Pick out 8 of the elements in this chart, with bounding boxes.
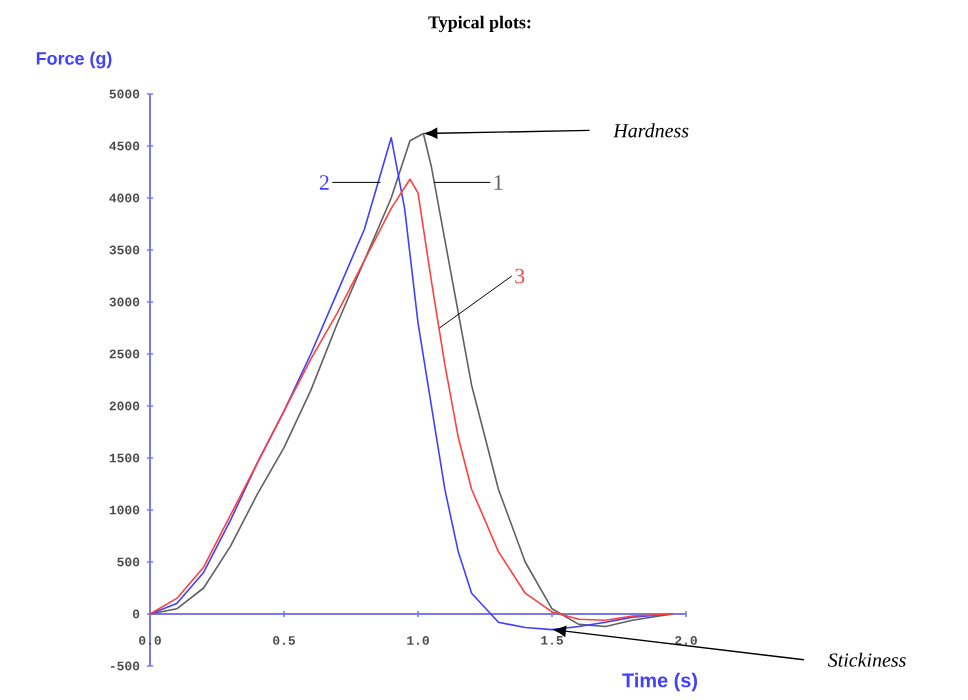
text: 2 (319, 175, 329, 190)
chart-title: Typical plots: (428, 15, 531, 33)
annotation: Stickiness (827, 652, 906, 667)
text: 1 (494, 175, 503, 190)
y-axis-title: Force (g) (36, 51, 112, 69)
annotation: Hardness (613, 123, 689, 138)
text: 3 (515, 268, 525, 284)
x-axis-title: Time (s) (622, 672, 698, 692)
